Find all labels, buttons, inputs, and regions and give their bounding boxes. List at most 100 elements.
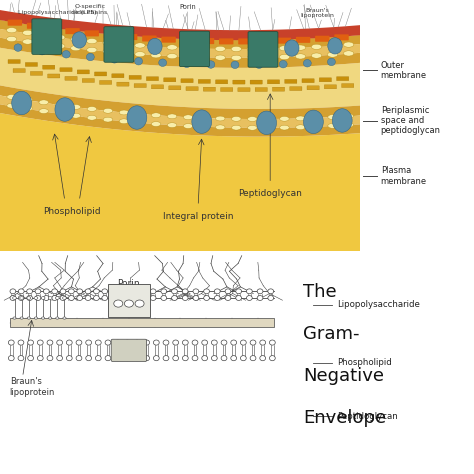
Polygon shape	[0, 85, 360, 119]
Ellipse shape	[56, 317, 59, 319]
Ellipse shape	[27, 289, 33, 294]
Ellipse shape	[71, 36, 81, 42]
Text: Lipopolysaccharide (LPS): Lipopolysaccharide (LPS)	[18, 10, 97, 15]
Ellipse shape	[12, 91, 31, 115]
Ellipse shape	[35, 289, 41, 294]
FancyBboxPatch shape	[27, 23, 41, 29]
Ellipse shape	[231, 61, 239, 69]
FancyBboxPatch shape	[84, 30, 99, 36]
Ellipse shape	[35, 296, 41, 301]
Ellipse shape	[199, 46, 210, 51]
Ellipse shape	[260, 340, 265, 345]
Ellipse shape	[154, 356, 159, 361]
Ellipse shape	[71, 113, 81, 118]
Ellipse shape	[135, 52, 145, 57]
FancyBboxPatch shape	[233, 80, 245, 84]
Ellipse shape	[167, 114, 177, 119]
FancyBboxPatch shape	[257, 38, 272, 44]
Ellipse shape	[214, 289, 220, 294]
Ellipse shape	[328, 43, 337, 48]
FancyBboxPatch shape	[46, 26, 61, 32]
Ellipse shape	[173, 356, 179, 361]
Text: Periplasmic
space and
peptidoglycan: Periplasmic space and peptidoglycan	[381, 106, 441, 136]
Ellipse shape	[44, 289, 49, 294]
Ellipse shape	[192, 340, 198, 345]
FancyBboxPatch shape	[337, 77, 349, 81]
Text: Outer
membrane: Outer membrane	[381, 61, 427, 80]
Ellipse shape	[10, 296, 16, 301]
Ellipse shape	[41, 297, 45, 300]
Ellipse shape	[18, 296, 24, 301]
FancyBboxPatch shape	[315, 36, 329, 42]
Ellipse shape	[161, 289, 167, 294]
FancyBboxPatch shape	[129, 75, 141, 79]
Polygon shape	[0, 113, 360, 251]
Ellipse shape	[71, 105, 81, 109]
Ellipse shape	[135, 111, 145, 116]
Ellipse shape	[344, 42, 354, 47]
Ellipse shape	[247, 117, 257, 121]
Ellipse shape	[55, 102, 64, 107]
Ellipse shape	[279, 46, 290, 51]
Ellipse shape	[55, 35, 65, 40]
Ellipse shape	[7, 103, 17, 108]
Ellipse shape	[105, 356, 111, 361]
FancyBboxPatch shape	[146, 77, 159, 81]
Ellipse shape	[264, 126, 273, 130]
Ellipse shape	[85, 289, 91, 294]
Ellipse shape	[202, 340, 208, 345]
Ellipse shape	[250, 340, 256, 345]
Polygon shape	[0, 48, 360, 109]
Ellipse shape	[103, 49, 113, 54]
Ellipse shape	[269, 356, 275, 361]
FancyBboxPatch shape	[181, 79, 193, 83]
Ellipse shape	[231, 46, 241, 52]
Ellipse shape	[34, 317, 37, 319]
Ellipse shape	[328, 38, 342, 54]
Text: Porin: Porin	[118, 279, 140, 288]
Ellipse shape	[215, 55, 226, 60]
Ellipse shape	[57, 340, 63, 345]
Ellipse shape	[268, 289, 273, 294]
Ellipse shape	[172, 289, 177, 294]
Polygon shape	[0, 29, 360, 58]
Ellipse shape	[183, 60, 191, 68]
Ellipse shape	[13, 297, 17, 300]
Ellipse shape	[76, 340, 82, 345]
Ellipse shape	[93, 289, 100, 294]
FancyBboxPatch shape	[267, 80, 280, 84]
Ellipse shape	[204, 289, 210, 294]
Ellipse shape	[231, 356, 237, 361]
Text: Integral protein: Integral protein	[163, 211, 233, 220]
Ellipse shape	[57, 356, 63, 361]
Ellipse shape	[10, 289, 16, 294]
Ellipse shape	[216, 116, 225, 121]
Text: Envelope: Envelope	[303, 409, 386, 427]
Ellipse shape	[183, 46, 193, 51]
FancyBboxPatch shape	[134, 83, 146, 88]
Ellipse shape	[311, 44, 322, 49]
Ellipse shape	[77, 289, 82, 294]
Ellipse shape	[7, 27, 17, 33]
Ellipse shape	[263, 55, 273, 60]
Ellipse shape	[27, 296, 33, 301]
Ellipse shape	[66, 340, 72, 345]
Text: Lipopolysaccharide: Lipopolysaccharide	[337, 300, 420, 309]
FancyBboxPatch shape	[8, 19, 22, 26]
Ellipse shape	[151, 113, 161, 118]
Ellipse shape	[202, 356, 208, 361]
Ellipse shape	[38, 33, 49, 38]
Ellipse shape	[328, 115, 337, 119]
Polygon shape	[0, 20, 360, 49]
Ellipse shape	[279, 60, 287, 68]
FancyBboxPatch shape	[151, 85, 164, 89]
FancyBboxPatch shape	[47, 74, 60, 78]
Ellipse shape	[119, 42, 129, 47]
Ellipse shape	[48, 317, 52, 319]
FancyBboxPatch shape	[198, 79, 210, 83]
Text: The: The	[303, 283, 337, 301]
Ellipse shape	[311, 53, 322, 58]
FancyBboxPatch shape	[94, 72, 107, 76]
Ellipse shape	[134, 356, 140, 361]
Ellipse shape	[231, 340, 237, 345]
